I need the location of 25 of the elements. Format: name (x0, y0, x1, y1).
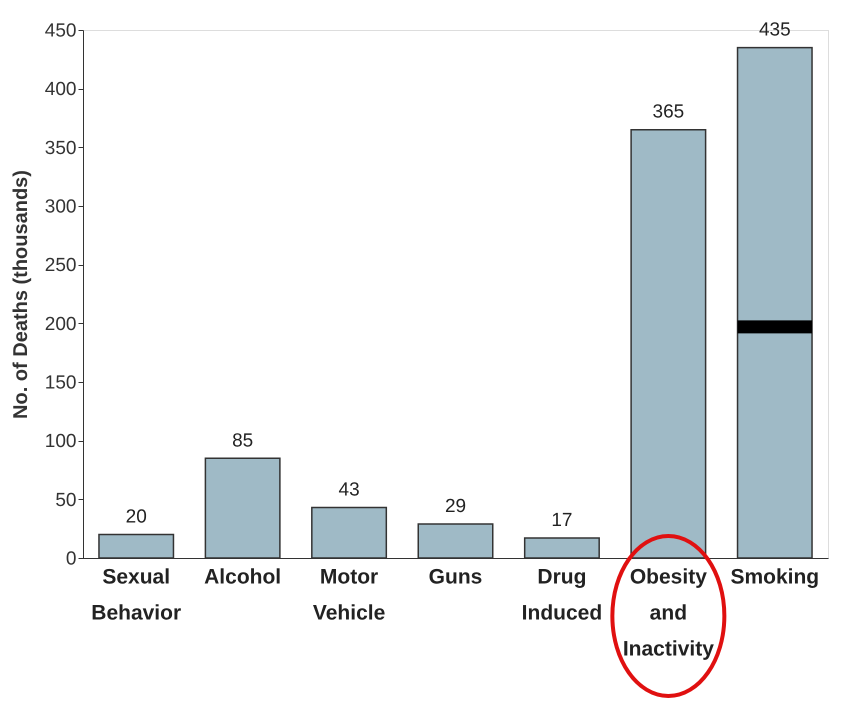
data-label: 85 (232, 430, 254, 452)
x-tick-label: Motor Vehicle (312, 566, 386, 624)
y-tick-label: 50 (55, 490, 76, 511)
y-tick-label: 400 (44, 79, 76, 100)
data-label: 435 (758, 20, 791, 41)
data-label: 29 (444, 496, 466, 517)
y-tick-label: 0 (66, 548, 76, 570)
y-tick-label: 100 (44, 431, 76, 452)
data-label: 43 (338, 480, 360, 501)
y-axis-title: No. of Deaths (thousands) (10, 170, 32, 419)
x-tick-label: Alcohol (204, 566, 282, 588)
data-label: 17 (551, 510, 572, 532)
data-label: 20 (126, 506, 147, 528)
y-tick-label: 300 (44, 196, 76, 218)
x-tick-label: Obesity and Inactivity (622, 566, 714, 660)
x-tick-label: Sexual Behavior (91, 566, 182, 624)
y-tick-label: 200 (44, 314, 76, 335)
y-tick-label: 250 (44, 255, 76, 276)
data-label: 365 (652, 102, 684, 123)
y-tick-label: 450 (44, 20, 76, 42)
y-tick-label: 150 (44, 372, 76, 394)
x-tick-label: Guns (428, 566, 482, 588)
y-tick-label: 350 (44, 138, 76, 159)
x-tick-label: Smoking (730, 566, 820, 588)
x-tick-label: Drug Induced (522, 566, 602, 624)
